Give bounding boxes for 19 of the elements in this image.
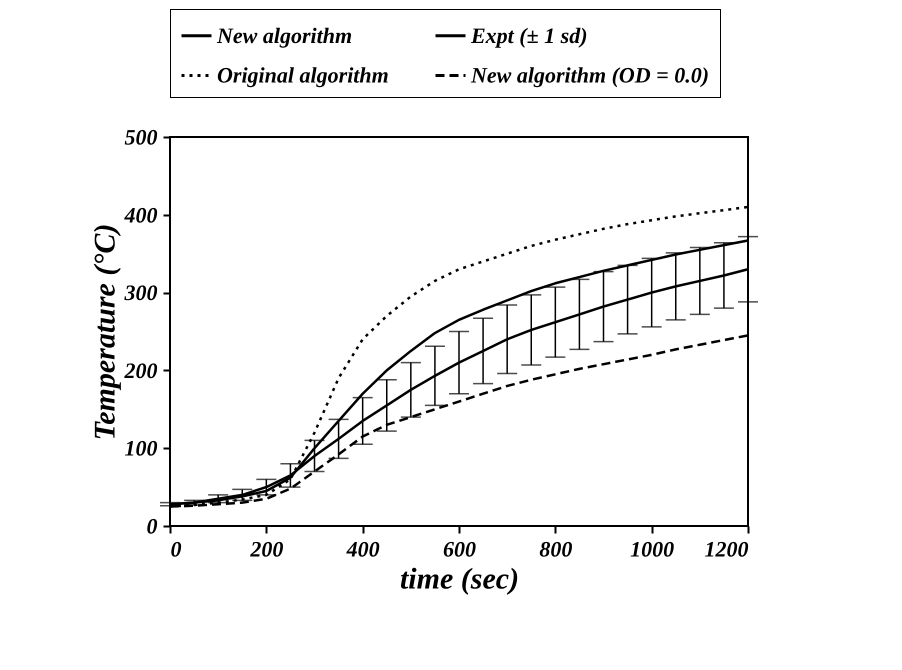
- y-tick-label: 400: [124, 202, 158, 228]
- legend-label: New algorithm: [216, 22, 352, 48]
- y-axis-title: Temperature (°C): [88, 224, 122, 440]
- legend-label: Expt (± 1 sd): [470, 22, 588, 48]
- x-tick-label: 200: [249, 536, 284, 562]
- x-tick-label: 600: [443, 536, 476, 562]
- y-tick-label: 500: [124, 124, 158, 150]
- y-tick-label: 300: [124, 280, 158, 306]
- y-tick-label: 200: [124, 358, 158, 383]
- x-tick-label: 400: [346, 536, 380, 562]
- x-tick-label: 1200: [704, 536, 748, 562]
- x-tick-label: 800: [539, 536, 572, 562]
- x-axis-title: time (sec): [400, 562, 520, 596]
- x-tick-label: 1000: [630, 536, 674, 562]
- x-tick-label: 0: [170, 536, 182, 562]
- legend-label: New algorithm (OD = 0.0): [470, 62, 710, 88]
- legend-label: Original algorithm: [217, 62, 389, 88]
- y-tick-label: 100: [124, 436, 158, 461]
- y-tick-label: 0: [146, 514, 158, 538]
